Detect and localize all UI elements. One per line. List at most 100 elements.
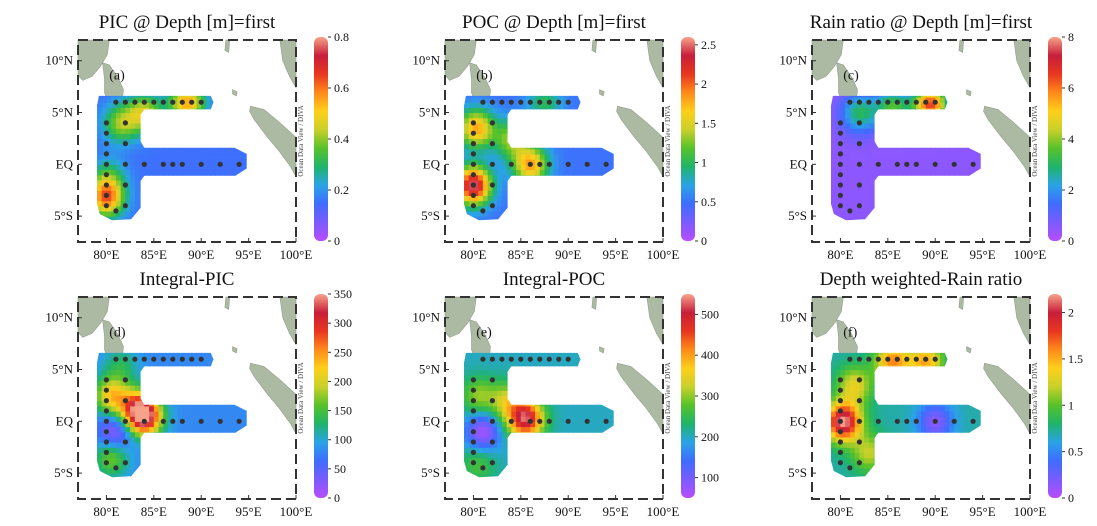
heat-cell xyxy=(506,457,512,464)
heat-cell xyxy=(111,112,117,119)
heat-cell xyxy=(97,97,103,103)
heat-cell xyxy=(892,205,898,212)
heat-cell xyxy=(864,216,870,221)
heat-cell xyxy=(464,390,465,396)
heat-cell xyxy=(111,95,117,98)
heat-cell xyxy=(177,462,183,469)
heat-cell xyxy=(836,478,841,484)
heat-cell xyxy=(831,426,832,433)
heat-cell xyxy=(530,478,535,484)
station-marker xyxy=(932,161,938,167)
station-marker xyxy=(103,377,109,383)
heat-cell xyxy=(864,185,870,191)
heat-cell xyxy=(530,405,536,412)
heat-cell xyxy=(840,359,846,365)
heat-cell xyxy=(497,390,503,396)
heat-cell xyxy=(139,473,145,478)
heat-cell xyxy=(97,390,98,396)
heat-cell xyxy=(139,354,145,360)
heat-cell xyxy=(239,395,245,402)
heat-cell xyxy=(535,390,541,396)
heat-cell xyxy=(587,436,593,443)
heat-cell xyxy=(196,112,202,119)
heat-cell xyxy=(539,153,546,160)
heat-cell xyxy=(210,128,216,134)
heat-cell xyxy=(172,405,179,412)
heat-cell xyxy=(968,138,974,145)
heat-cell xyxy=(125,457,131,464)
heat-cell xyxy=(224,128,231,134)
heat-cell xyxy=(539,421,546,428)
heat-cell xyxy=(883,179,889,186)
heat-cell xyxy=(925,174,931,181)
heat-cell xyxy=(168,185,174,191)
heat-cell xyxy=(220,385,226,391)
station-marker xyxy=(470,161,476,167)
heat-cell xyxy=(239,164,245,171)
heat-cell xyxy=(516,195,522,202)
heat-cell xyxy=(487,159,493,165)
heat-cell xyxy=(854,153,860,160)
heat-cell xyxy=(911,216,917,221)
heat-cell xyxy=(134,112,141,119)
heat-cell xyxy=(482,410,489,417)
heat-cell xyxy=(559,221,564,227)
heat-cell xyxy=(849,395,856,402)
heat-cell xyxy=(229,195,235,202)
station-marker xyxy=(103,449,109,455)
heat-cell xyxy=(187,400,193,407)
heat-cell xyxy=(535,431,541,438)
heat-cell xyxy=(115,169,122,176)
heat-cell xyxy=(187,174,193,181)
heat-cell xyxy=(516,354,522,360)
heat-cell xyxy=(831,410,837,417)
heat-cell xyxy=(177,354,183,360)
heat-cell xyxy=(854,369,860,376)
heat-cell xyxy=(573,153,579,160)
heat-cell xyxy=(224,354,231,360)
heat-cell xyxy=(234,374,240,381)
heat-cell xyxy=(177,200,183,207)
heat-cell xyxy=(125,374,131,381)
heat-cell xyxy=(616,149,621,155)
heat-cell xyxy=(168,442,174,448)
heat-cell xyxy=(130,95,136,98)
heat-cell xyxy=(887,210,894,217)
heat-cell xyxy=(101,473,107,478)
heat-cell xyxy=(530,400,536,407)
heat-cell xyxy=(610,421,614,428)
heat-cell xyxy=(144,431,150,438)
heat-cell xyxy=(582,352,588,355)
heat-cell xyxy=(206,457,212,464)
heat-cell xyxy=(539,405,546,412)
heat-cell xyxy=(525,122,531,129)
heat-cell xyxy=(101,421,107,428)
heat-cell xyxy=(101,169,107,176)
heat-cell xyxy=(596,431,602,438)
y-tick-label: 5°S xyxy=(54,465,73,480)
heat-cell xyxy=(106,426,112,433)
heat-cell xyxy=(158,447,164,453)
heat-cell xyxy=(520,379,527,386)
heat-cell xyxy=(158,473,164,478)
heat-cell xyxy=(520,442,527,448)
heat-cell xyxy=(134,436,141,443)
heat-cell xyxy=(130,379,136,386)
heat-cell xyxy=(544,148,550,155)
heat-cell xyxy=(596,128,602,134)
heat-cell xyxy=(130,200,136,207)
heat-cell xyxy=(120,143,126,150)
heat-cell xyxy=(968,102,974,108)
x-tick-label: 95°E xyxy=(603,247,629,262)
heat-cell xyxy=(520,436,527,443)
heat-cell xyxy=(182,359,188,365)
heat-cell xyxy=(516,185,522,191)
heat-cell xyxy=(582,431,588,438)
heat-cell xyxy=(506,416,512,422)
heat-cell xyxy=(120,405,126,412)
heat-cell xyxy=(130,102,136,108)
heat-cell xyxy=(168,148,174,155)
heat-cell xyxy=(111,195,117,202)
heat-cell xyxy=(492,436,498,443)
heat-cell xyxy=(139,97,145,103)
